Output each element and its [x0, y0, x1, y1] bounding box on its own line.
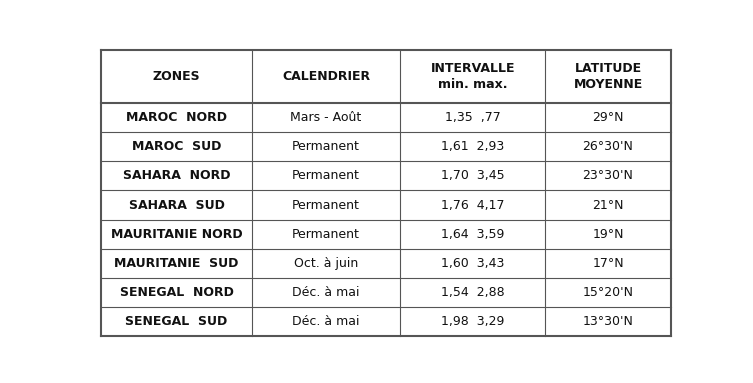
Text: LATITUDE
MOYENNE: LATITUDE MOYENNE	[574, 62, 642, 91]
Bar	[400, 161, 545, 190]
Bar	[252, 132, 400, 161]
Bar	[400, 103, 545, 132]
Text: 1,76  4,17: 1,76 4,17	[441, 199, 505, 211]
Bar	[400, 51, 545, 103]
Bar	[545, 190, 671, 220]
Text: INTERVALLE
min. max.: INTERVALLE min. max.	[431, 62, 515, 91]
Text: MAURITANIE NORD: MAURITANIE NORD	[111, 228, 242, 241]
Text: SENEGAL  SUD: SENEGAL SUD	[126, 315, 227, 328]
Bar	[545, 161, 671, 190]
Bar	[252, 103, 400, 132]
Bar	[101, 220, 252, 249]
Bar	[252, 220, 400, 249]
Bar	[545, 249, 671, 278]
Text: 29°N: 29°N	[593, 111, 623, 124]
Text: Déc. à mai: Déc. à mai	[292, 315, 360, 328]
Text: SAHARA  SUD: SAHARA SUD	[129, 199, 224, 211]
Text: 19°N: 19°N	[593, 228, 623, 241]
Text: Permanent: Permanent	[292, 169, 360, 182]
Text: 1,70  3,45: 1,70 3,45	[441, 169, 505, 182]
Bar	[252, 249, 400, 278]
Bar	[101, 278, 252, 307]
Bar	[400, 278, 545, 307]
Bar	[545, 103, 671, 132]
Bar	[252, 307, 400, 336]
Text: SAHARA  NORD: SAHARA NORD	[123, 169, 230, 182]
Text: Permanent: Permanent	[292, 199, 360, 211]
Text: CALENDRIER: CALENDRIER	[282, 70, 370, 83]
Bar	[400, 307, 545, 336]
Bar	[545, 220, 671, 249]
Bar	[252, 161, 400, 190]
Text: Oct. à juin: Oct. à juin	[294, 257, 358, 270]
Text: ZONES: ZONES	[153, 70, 200, 83]
Bar	[252, 278, 400, 307]
Text: Permanent: Permanent	[292, 228, 360, 241]
Bar	[400, 190, 545, 220]
Text: 26°30'N: 26°30'N	[583, 140, 633, 153]
Text: 21°N: 21°N	[593, 199, 623, 211]
Bar	[101, 190, 252, 220]
Text: 23°30'N: 23°30'N	[583, 169, 633, 182]
Bar	[101, 132, 252, 161]
Text: Déc. à mai: Déc. à mai	[292, 286, 360, 299]
Bar	[545, 307, 671, 336]
Bar	[400, 220, 545, 249]
Text: 15°20'N: 15°20'N	[583, 286, 633, 299]
Text: 1,61  2,93: 1,61 2,93	[441, 140, 505, 153]
Text: Permanent: Permanent	[292, 140, 360, 153]
Bar	[400, 249, 545, 278]
Bar	[545, 132, 671, 161]
Text: 1,60  3,43: 1,60 3,43	[441, 257, 505, 270]
Bar	[101, 51, 252, 103]
Text: SENEGAL  NORD: SENEGAL NORD	[120, 286, 233, 299]
Bar	[252, 190, 400, 220]
Bar	[252, 51, 400, 103]
Bar	[101, 103, 252, 132]
Bar	[101, 161, 252, 190]
Text: Mars - Août: Mars - Août	[291, 111, 361, 124]
Text: 17°N: 17°N	[592, 257, 623, 270]
Bar	[101, 307, 252, 336]
Text: MAROC  SUD: MAROC SUD	[132, 140, 221, 153]
Bar	[101, 249, 252, 278]
Text: MAROC  NORD: MAROC NORD	[126, 111, 227, 124]
Text: 1,64  3,59: 1,64 3,59	[441, 228, 505, 241]
Text: 1,54  2,88: 1,54 2,88	[441, 286, 505, 299]
Text: 1,35  ,77: 1,35 ,77	[445, 111, 501, 124]
Bar	[545, 51, 671, 103]
Text: 1,98  3,29: 1,98 3,29	[441, 315, 505, 328]
Text: 13°30'N: 13°30'N	[583, 315, 633, 328]
Text: MAURITANIE  SUD: MAURITANIE SUD	[114, 257, 239, 270]
Bar	[400, 132, 545, 161]
Bar	[545, 278, 671, 307]
